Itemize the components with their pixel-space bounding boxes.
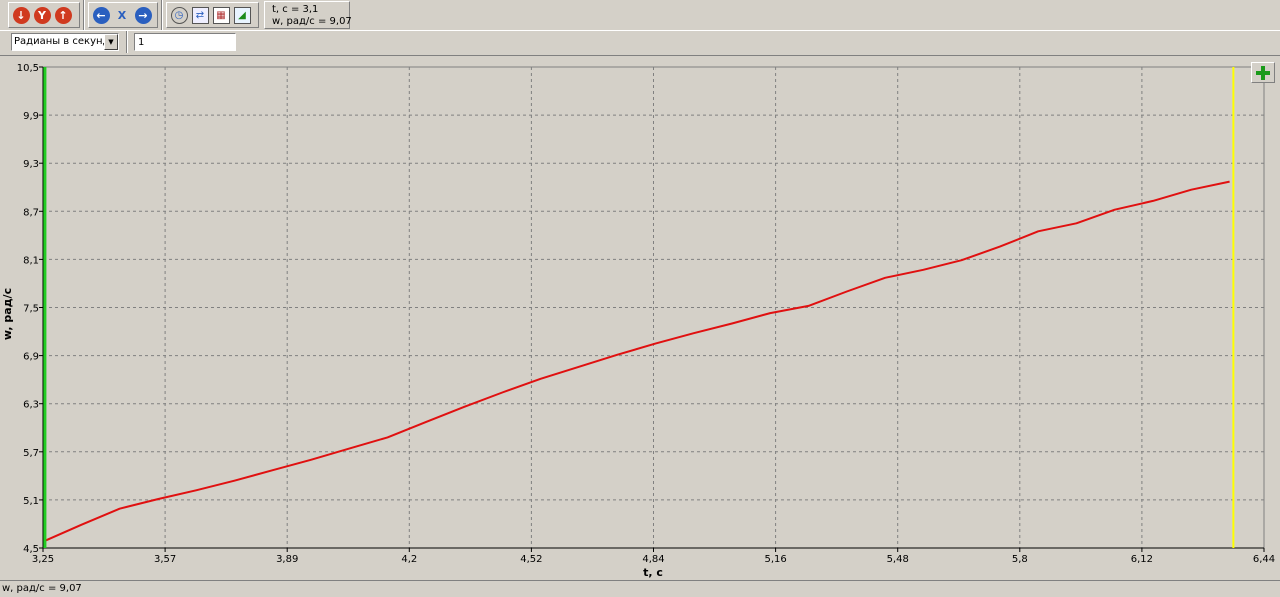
table-button[interactable]: ▦ bbox=[211, 5, 231, 25]
toolbar: ↓ Y ↑ ← X → ◷ ⇄ ▦ ◢ t, c = 3,1 w, рад/с … bbox=[0, 0, 1280, 30]
x-axis-icon: X bbox=[117, 8, 127, 22]
scroll-right-button[interactable]: → bbox=[133, 5, 153, 25]
x-scale-button[interactable]: X bbox=[112, 5, 132, 25]
y-tick-label: 7,5 bbox=[23, 304, 39, 315]
y-tick-label: 8,1 bbox=[23, 255, 39, 266]
y-tick-label: 6,3 bbox=[23, 400, 39, 411]
add-series-button[interactable] bbox=[1251, 62, 1275, 83]
status-bar: w, рад/с = 9,07 bbox=[0, 580, 1280, 597]
series bbox=[44, 180, 1230, 542]
y-tick-label: 4,5 bbox=[23, 544, 39, 555]
x-tick-label: 6,44 bbox=[1253, 554, 1275, 565]
y-tick-label: 6,9 bbox=[23, 352, 39, 363]
x-tick-label: 5,48 bbox=[887, 554, 909, 565]
y-tick-label: 9,3 bbox=[23, 159, 39, 170]
y-scale-group: ↓ Y ↑ bbox=[8, 2, 80, 28]
x-tick-label: 3,25 bbox=[32, 554, 54, 565]
x-tick-label: 4,52 bbox=[520, 554, 542, 565]
toolbar-separator bbox=[161, 0, 163, 30]
x-tick-label: 4,2 bbox=[401, 554, 417, 565]
scroll-left-button[interactable]: ← bbox=[91, 5, 111, 25]
tools-group: ◷ ⇄ ▦ ◢ bbox=[166, 2, 259, 28]
cursors bbox=[43, 67, 1235, 548]
x-tick-label: 3,57 bbox=[154, 554, 176, 565]
y-axis-label: w, рад/с bbox=[1, 288, 14, 340]
chart-panel: 3,25 3,57 3,89 4,2 4,52 4,84 5,16 5,48 5,8 6,12 6,… bbox=[0, 55, 1280, 580]
toolbar-separator bbox=[126, 31, 128, 53]
x-tick-label: 5,8 bbox=[1012, 554, 1028, 565]
y-axis-icon: Y bbox=[33, 6, 51, 24]
y-tick-label: 5,1 bbox=[23, 496, 39, 507]
stopwatch-icon: ◷ bbox=[170, 6, 188, 24]
unit-select[interactable]: Радианы в секунд ▼ bbox=[11, 33, 119, 51]
export-button[interactable]: ⇄ bbox=[190, 5, 210, 25]
plus-icon bbox=[1256, 65, 1270, 80]
axes bbox=[39, 66, 1265, 552]
grid bbox=[43, 67, 1264, 548]
x-tick-label: 3,89 bbox=[276, 554, 298, 565]
settings-row: Радианы в секунд ▼ bbox=[0, 30, 1280, 54]
scroll-up-button[interactable]: ↑ bbox=[53, 5, 73, 25]
x-tick-label: 5,16 bbox=[764, 554, 786, 565]
readout-value: w, рад/с = 9,07 bbox=[272, 16, 352, 27]
tick-labels: 3,25 3,57 3,89 4,2 4,52 4,84 5,16 5,48 5,8 6,12 6,… bbox=[17, 63, 1275, 565]
up-arrow-icon: ↑ bbox=[54, 6, 72, 24]
table-icon: ▦ bbox=[212, 6, 230, 24]
y-tick-label: 5,7 bbox=[23, 448, 39, 459]
status-text: w, рад/с = 9,07 bbox=[2, 583, 82, 594]
right-arrow-icon: → bbox=[134, 6, 152, 24]
image-button[interactable]: ◢ bbox=[232, 5, 252, 25]
y-tick-label: 10,5 bbox=[17, 63, 39, 74]
y-tick-label: 9,9 bbox=[23, 111, 39, 122]
cursor-readout: t, c = 3,1 w, рад/с = 9,07 bbox=[264, 1, 352, 29]
export-icon: ⇄ bbox=[191, 6, 209, 24]
y-tick-label: 8,7 bbox=[23, 207, 39, 218]
x-scale-group: ← X → bbox=[88, 2, 158, 28]
x-tick-label: 6,12 bbox=[1131, 554, 1153, 565]
chevron-down-icon[interactable]: ▼ bbox=[104, 34, 118, 50]
x-tick-label: 4,84 bbox=[642, 554, 664, 565]
chart[interactable]: 3,25 3,57 3,89 4,2 4,52 4,84 5,16 5,48 5,8 6,12 6,… bbox=[0, 56, 1280, 581]
image-icon: ◢ bbox=[233, 6, 251, 24]
left-arrow-icon: ← bbox=[92, 6, 110, 24]
x-axis-label: t, c bbox=[643, 566, 663, 579]
unit-select-value: Радианы в секунд bbox=[14, 36, 110, 47]
y-scale-button[interactable]: Y bbox=[32, 5, 52, 25]
series-line bbox=[44, 180, 1230, 542]
down-arrow-icon: ↓ bbox=[12, 6, 30, 24]
step-input[interactable] bbox=[134, 33, 236, 51]
timer-button[interactable]: ◷ bbox=[169, 5, 189, 25]
toolbar-separator bbox=[83, 0, 85, 30]
readout-time: t, c = 3,1 bbox=[272, 4, 319, 15]
scroll-down-button[interactable]: ↓ bbox=[11, 5, 31, 25]
